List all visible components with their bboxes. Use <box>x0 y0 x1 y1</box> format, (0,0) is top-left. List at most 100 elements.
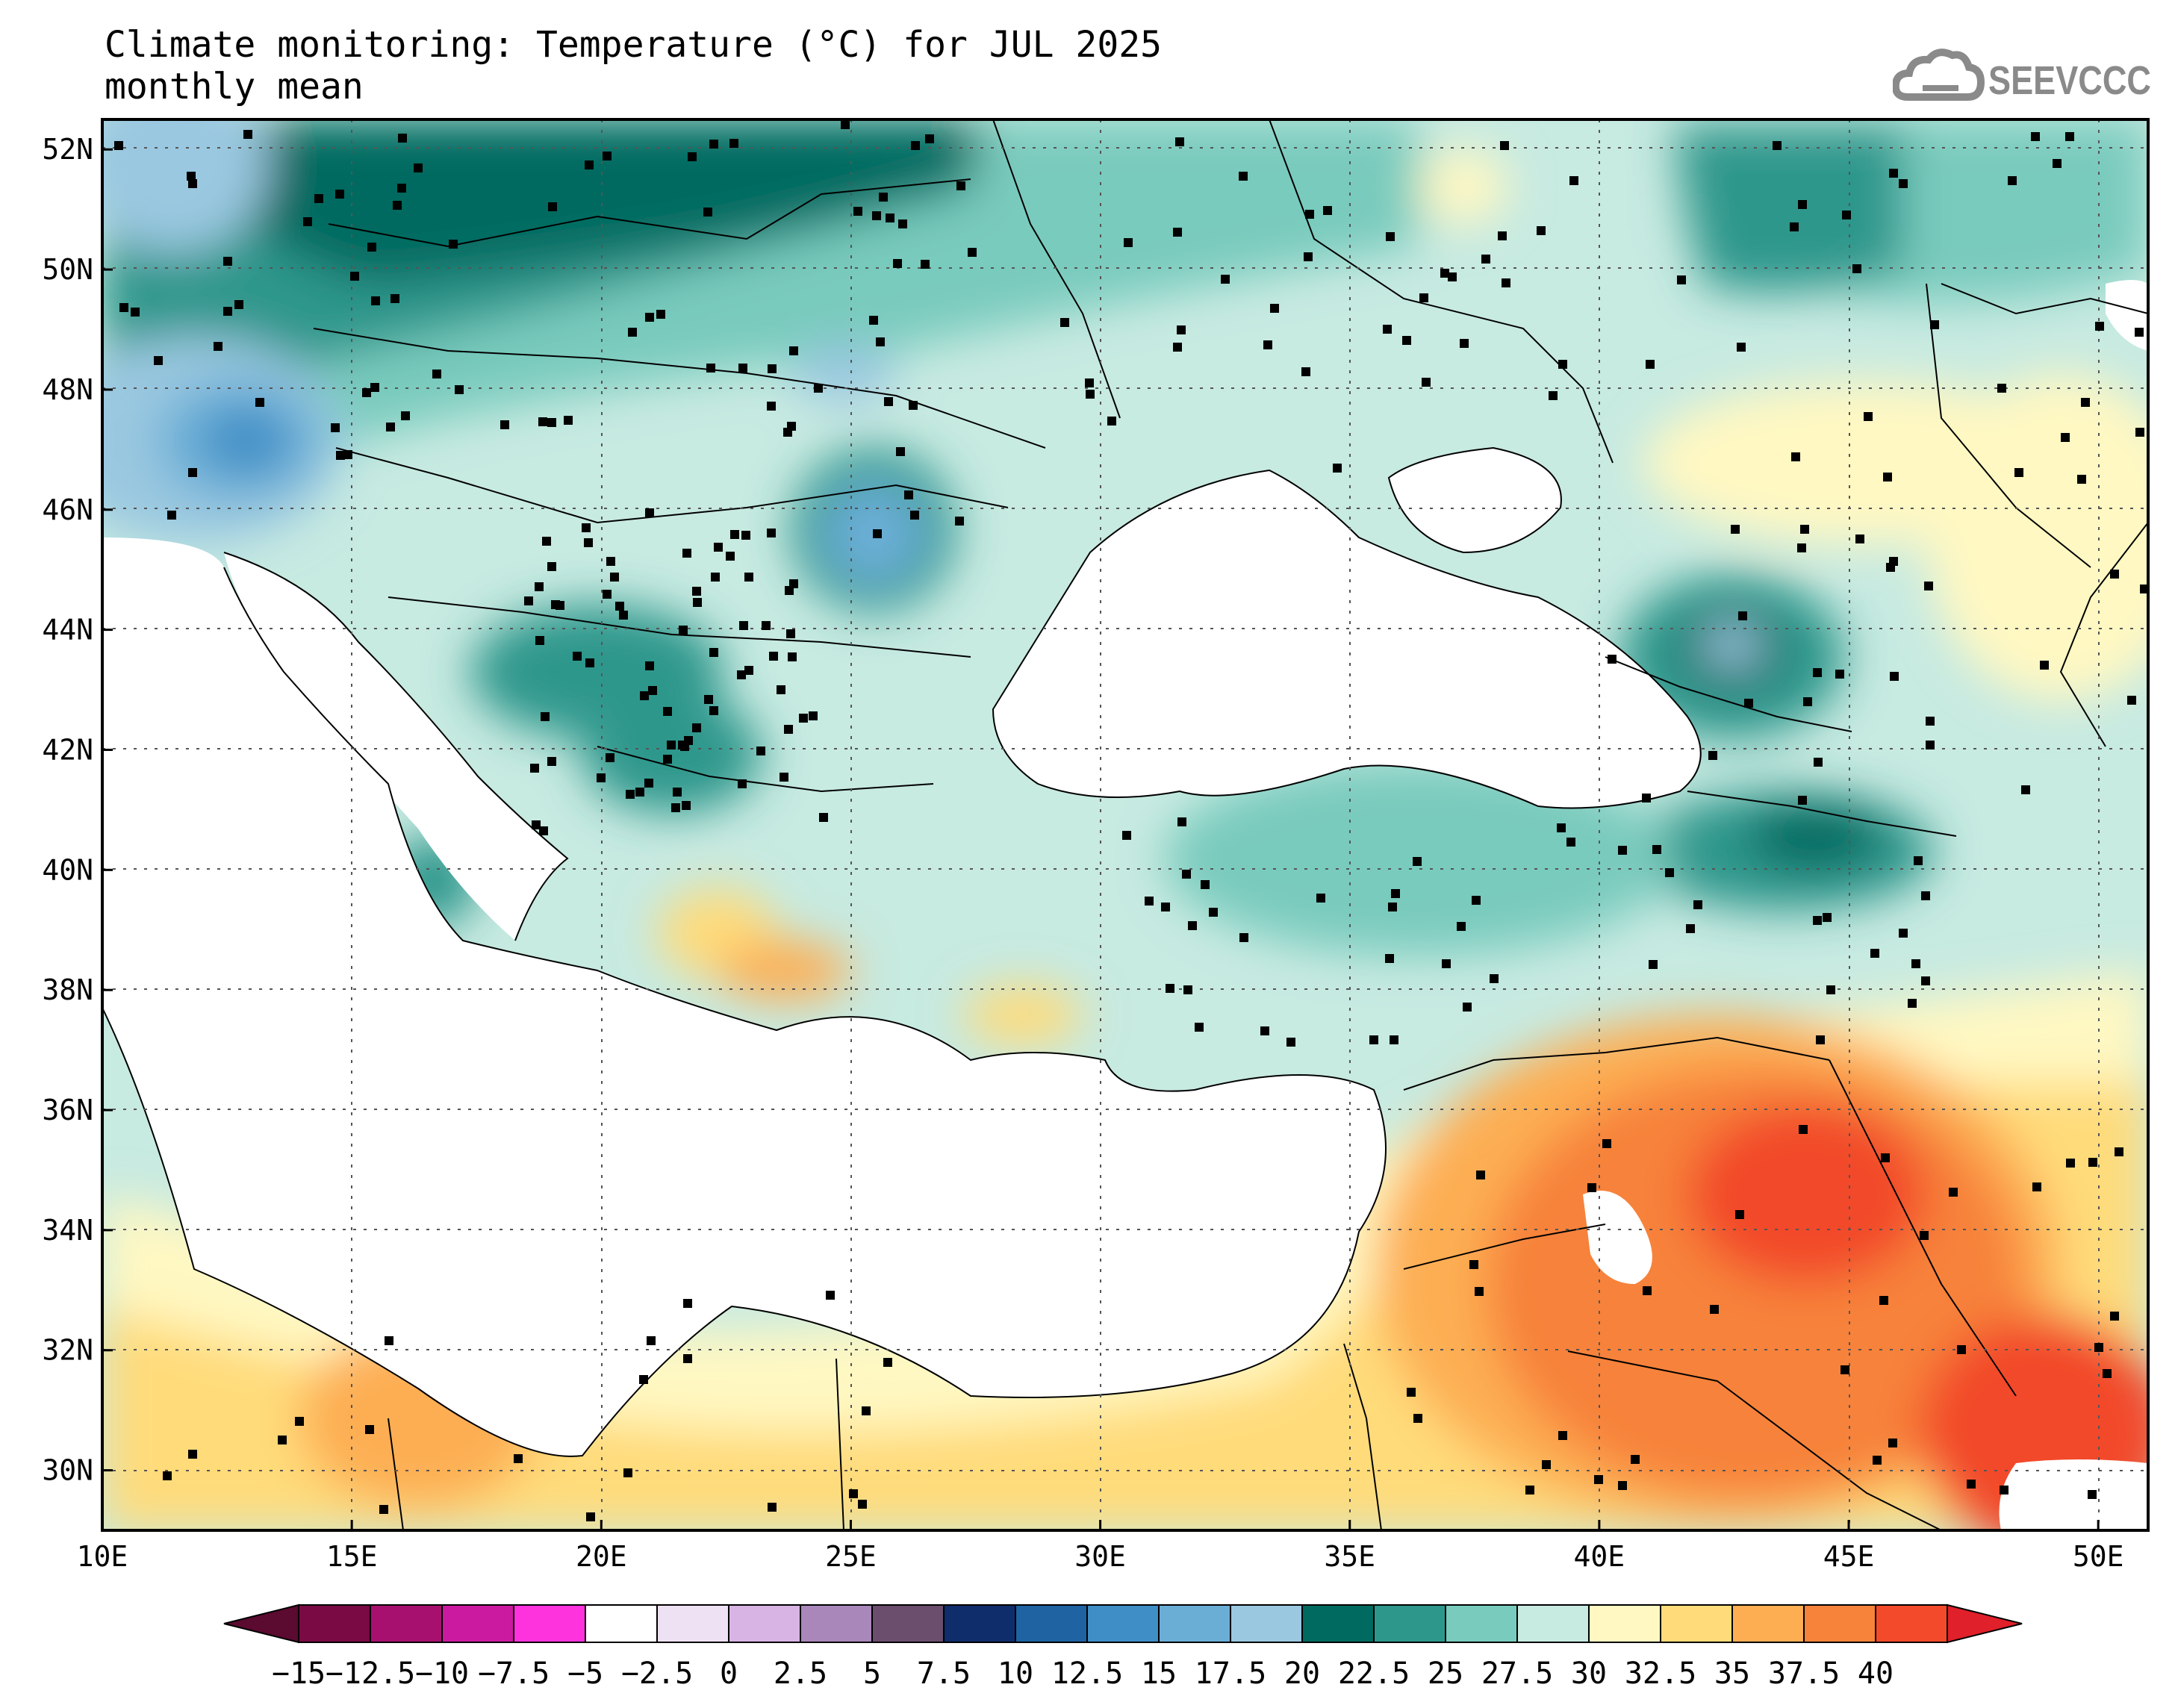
station-marker <box>603 152 612 160</box>
cloud-logo-icon <box>1893 49 1985 101</box>
station-marker <box>1889 169 1898 178</box>
station-marker <box>1182 870 1191 879</box>
x-tick-label: 50E <box>2073 1540 2124 1573</box>
colorbar-swatch <box>1158 1604 1231 1643</box>
station-marker <box>243 130 252 139</box>
station-marker <box>1263 340 1272 349</box>
colorbar-label: −12.5 <box>326 1656 415 1691</box>
station-marker <box>682 549 691 558</box>
station-marker <box>769 652 778 661</box>
station-marker <box>645 313 654 322</box>
temperature-field <box>102 119 2148 1530</box>
logo-text: SEEVCCC <box>1988 58 2151 103</box>
station-marker <box>585 160 594 169</box>
station-marker <box>1803 697 1812 706</box>
colorbar-label: −5 <box>567 1656 603 1691</box>
station-marker <box>744 573 753 582</box>
station-marker <box>1481 255 1490 264</box>
y-tick-label: 34N <box>42 1214 93 1247</box>
station-marker <box>1305 210 1314 219</box>
station-marker <box>542 537 551 546</box>
station-marker <box>873 529 882 538</box>
station-marker <box>841 120 850 129</box>
station-marker <box>1460 339 1469 348</box>
station-marker <box>879 193 888 202</box>
station-marker <box>547 757 556 766</box>
x-tick-label: 15E <box>326 1540 378 1573</box>
station-marker <box>1899 179 1908 188</box>
station-marker <box>726 552 735 561</box>
station-marker <box>1649 960 1658 969</box>
station-marker <box>1646 360 1655 369</box>
station-marker <box>1177 817 1186 826</box>
station-marker <box>167 511 176 520</box>
station-marker <box>1883 473 1892 481</box>
station-marker <box>538 417 547 426</box>
station-marker <box>188 179 197 188</box>
station-marker <box>756 747 765 755</box>
colorbar-label: 27.5 <box>1481 1656 1553 1691</box>
station-marker <box>2077 475 2086 484</box>
station-marker <box>1557 823 1566 832</box>
x-tick-label: 25E <box>825 1540 877 1573</box>
colorbar-swatch <box>1660 1604 1733 1643</box>
colorbar-swatch <box>298 1604 371 1643</box>
station-marker <box>370 383 379 392</box>
station-marker <box>1440 269 1449 278</box>
y-tick-label: 40N <box>42 853 93 886</box>
station-marker <box>584 538 593 547</box>
colorbar-label: 32.5 <box>1625 1656 1696 1691</box>
station-marker <box>1737 343 1746 352</box>
station-marker <box>154 356 163 365</box>
colorbar-high-arrow <box>1947 1603 2023 1644</box>
station-marker <box>547 562 556 571</box>
colorbar-label: 12.5 <box>1051 1656 1123 1691</box>
station-marker <box>1799 1125 1808 1134</box>
x-tick-label: 35E <box>1324 1540 1375 1573</box>
station-marker <box>548 202 557 211</box>
station-marker <box>2088 1490 2097 1499</box>
station-marker <box>1921 976 1930 985</box>
station-marker <box>1549 391 1558 400</box>
station-marker <box>1201 880 1210 889</box>
station-marker <box>1183 985 1192 994</box>
station-marker <box>1864 412 1873 421</box>
station-marker <box>955 517 964 526</box>
station-marker <box>628 328 637 337</box>
station-marker <box>1881 1153 1890 1162</box>
station-marker <box>635 788 644 797</box>
station-marker <box>449 240 458 249</box>
station-marker <box>1773 141 1782 150</box>
station-marker <box>500 420 509 429</box>
station-marker <box>188 468 197 477</box>
station-marker <box>1618 846 1627 855</box>
station-marker <box>532 820 541 829</box>
station-marker <box>2135 428 2144 437</box>
station-marker <box>645 508 654 517</box>
station-marker <box>1879 1296 1888 1305</box>
colorbar-label: 2.5 <box>774 1656 827 1691</box>
station-marker <box>1587 1183 1596 1192</box>
station-marker <box>2065 132 2074 141</box>
sea-mask <box>102 280 2148 1530</box>
colorbar-swatch <box>871 1604 945 1643</box>
station-marker <box>586 1512 595 1521</box>
colorbar-label: 35 <box>1714 1656 1750 1691</box>
station-marker <box>1823 913 1832 922</box>
station-marker <box>1926 717 1935 726</box>
station-marker <box>784 725 793 734</box>
station-marker <box>539 826 548 835</box>
station-marker <box>1239 172 1248 181</box>
colorbar-swatch <box>585 1604 658 1643</box>
station-marker <box>789 346 798 355</box>
station-marker <box>163 1471 172 1480</box>
station-marker <box>1386 232 1395 241</box>
station-marker <box>1558 360 1567 369</box>
station-marker <box>1693 900 1702 909</box>
y-tick-label: 38N <box>42 973 93 1006</box>
station-marker <box>623 1468 632 1477</box>
station-marker <box>2032 1182 2041 1191</box>
station-marker <box>1814 758 1823 767</box>
station-marker <box>2014 468 2023 477</box>
